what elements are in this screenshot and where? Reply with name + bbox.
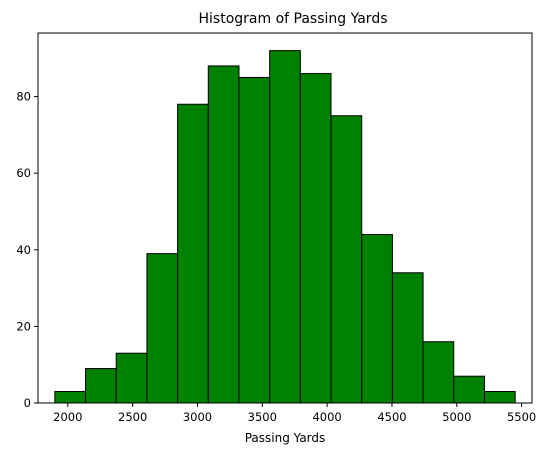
- histogram-bar: [146, 253, 179, 404]
- histogram-bar: [483, 391, 516, 404]
- y-tick-label: 0: [24, 396, 31, 410]
- x-tick-label: 3500: [248, 410, 277, 424]
- histogram-bar: [238, 76, 271, 404]
- bars-group: [54, 50, 516, 404]
- histogram-bar: [177, 103, 209, 404]
- histogram-bar: [85, 368, 117, 404]
- chart-title: Histogram of Passing Yards: [199, 11, 388, 27]
- x-tick-label: 2500: [118, 410, 147, 424]
- y-axis-ticks: 0 20 40 60 80: [16, 90, 38, 410]
- x-tick-label: 4000: [312, 410, 341, 424]
- x-tick-label: 4500: [377, 410, 406, 424]
- x-tick-label: 2000: [53, 410, 82, 424]
- histogram-bar: [115, 352, 148, 404]
- y-tick-label: 80: [16, 90, 31, 104]
- x-tick-label: 5000: [442, 410, 471, 424]
- histogram-bar: [422, 341, 455, 404]
- y-tick-label: 20: [16, 319, 31, 333]
- x-axis-ticks: 2000 2500 3000 3500 4000 4500 5000 5500: [53, 403, 536, 424]
- y-tick-label: 40: [16, 243, 31, 257]
- x-tick-label: 5500: [507, 410, 536, 424]
- histogram-bar: [299, 73, 332, 404]
- histogram-bar: [207, 65, 240, 404]
- histogram-bar: [330, 115, 363, 404]
- histogram-bar: [54, 391, 87, 404]
- histogram-bar: [269, 50, 301, 404]
- histogram-bar: [453, 375, 485, 404]
- y-tick-label: 60: [16, 166, 31, 180]
- plot-frame: [37, 32, 533, 404]
- x-axis-label: Passing Yards: [245, 431, 326, 445]
- histogram-bar: [361, 233, 393, 404]
- histogram-bar: [391, 272, 424, 404]
- x-tick-label: 3000: [183, 410, 212, 424]
